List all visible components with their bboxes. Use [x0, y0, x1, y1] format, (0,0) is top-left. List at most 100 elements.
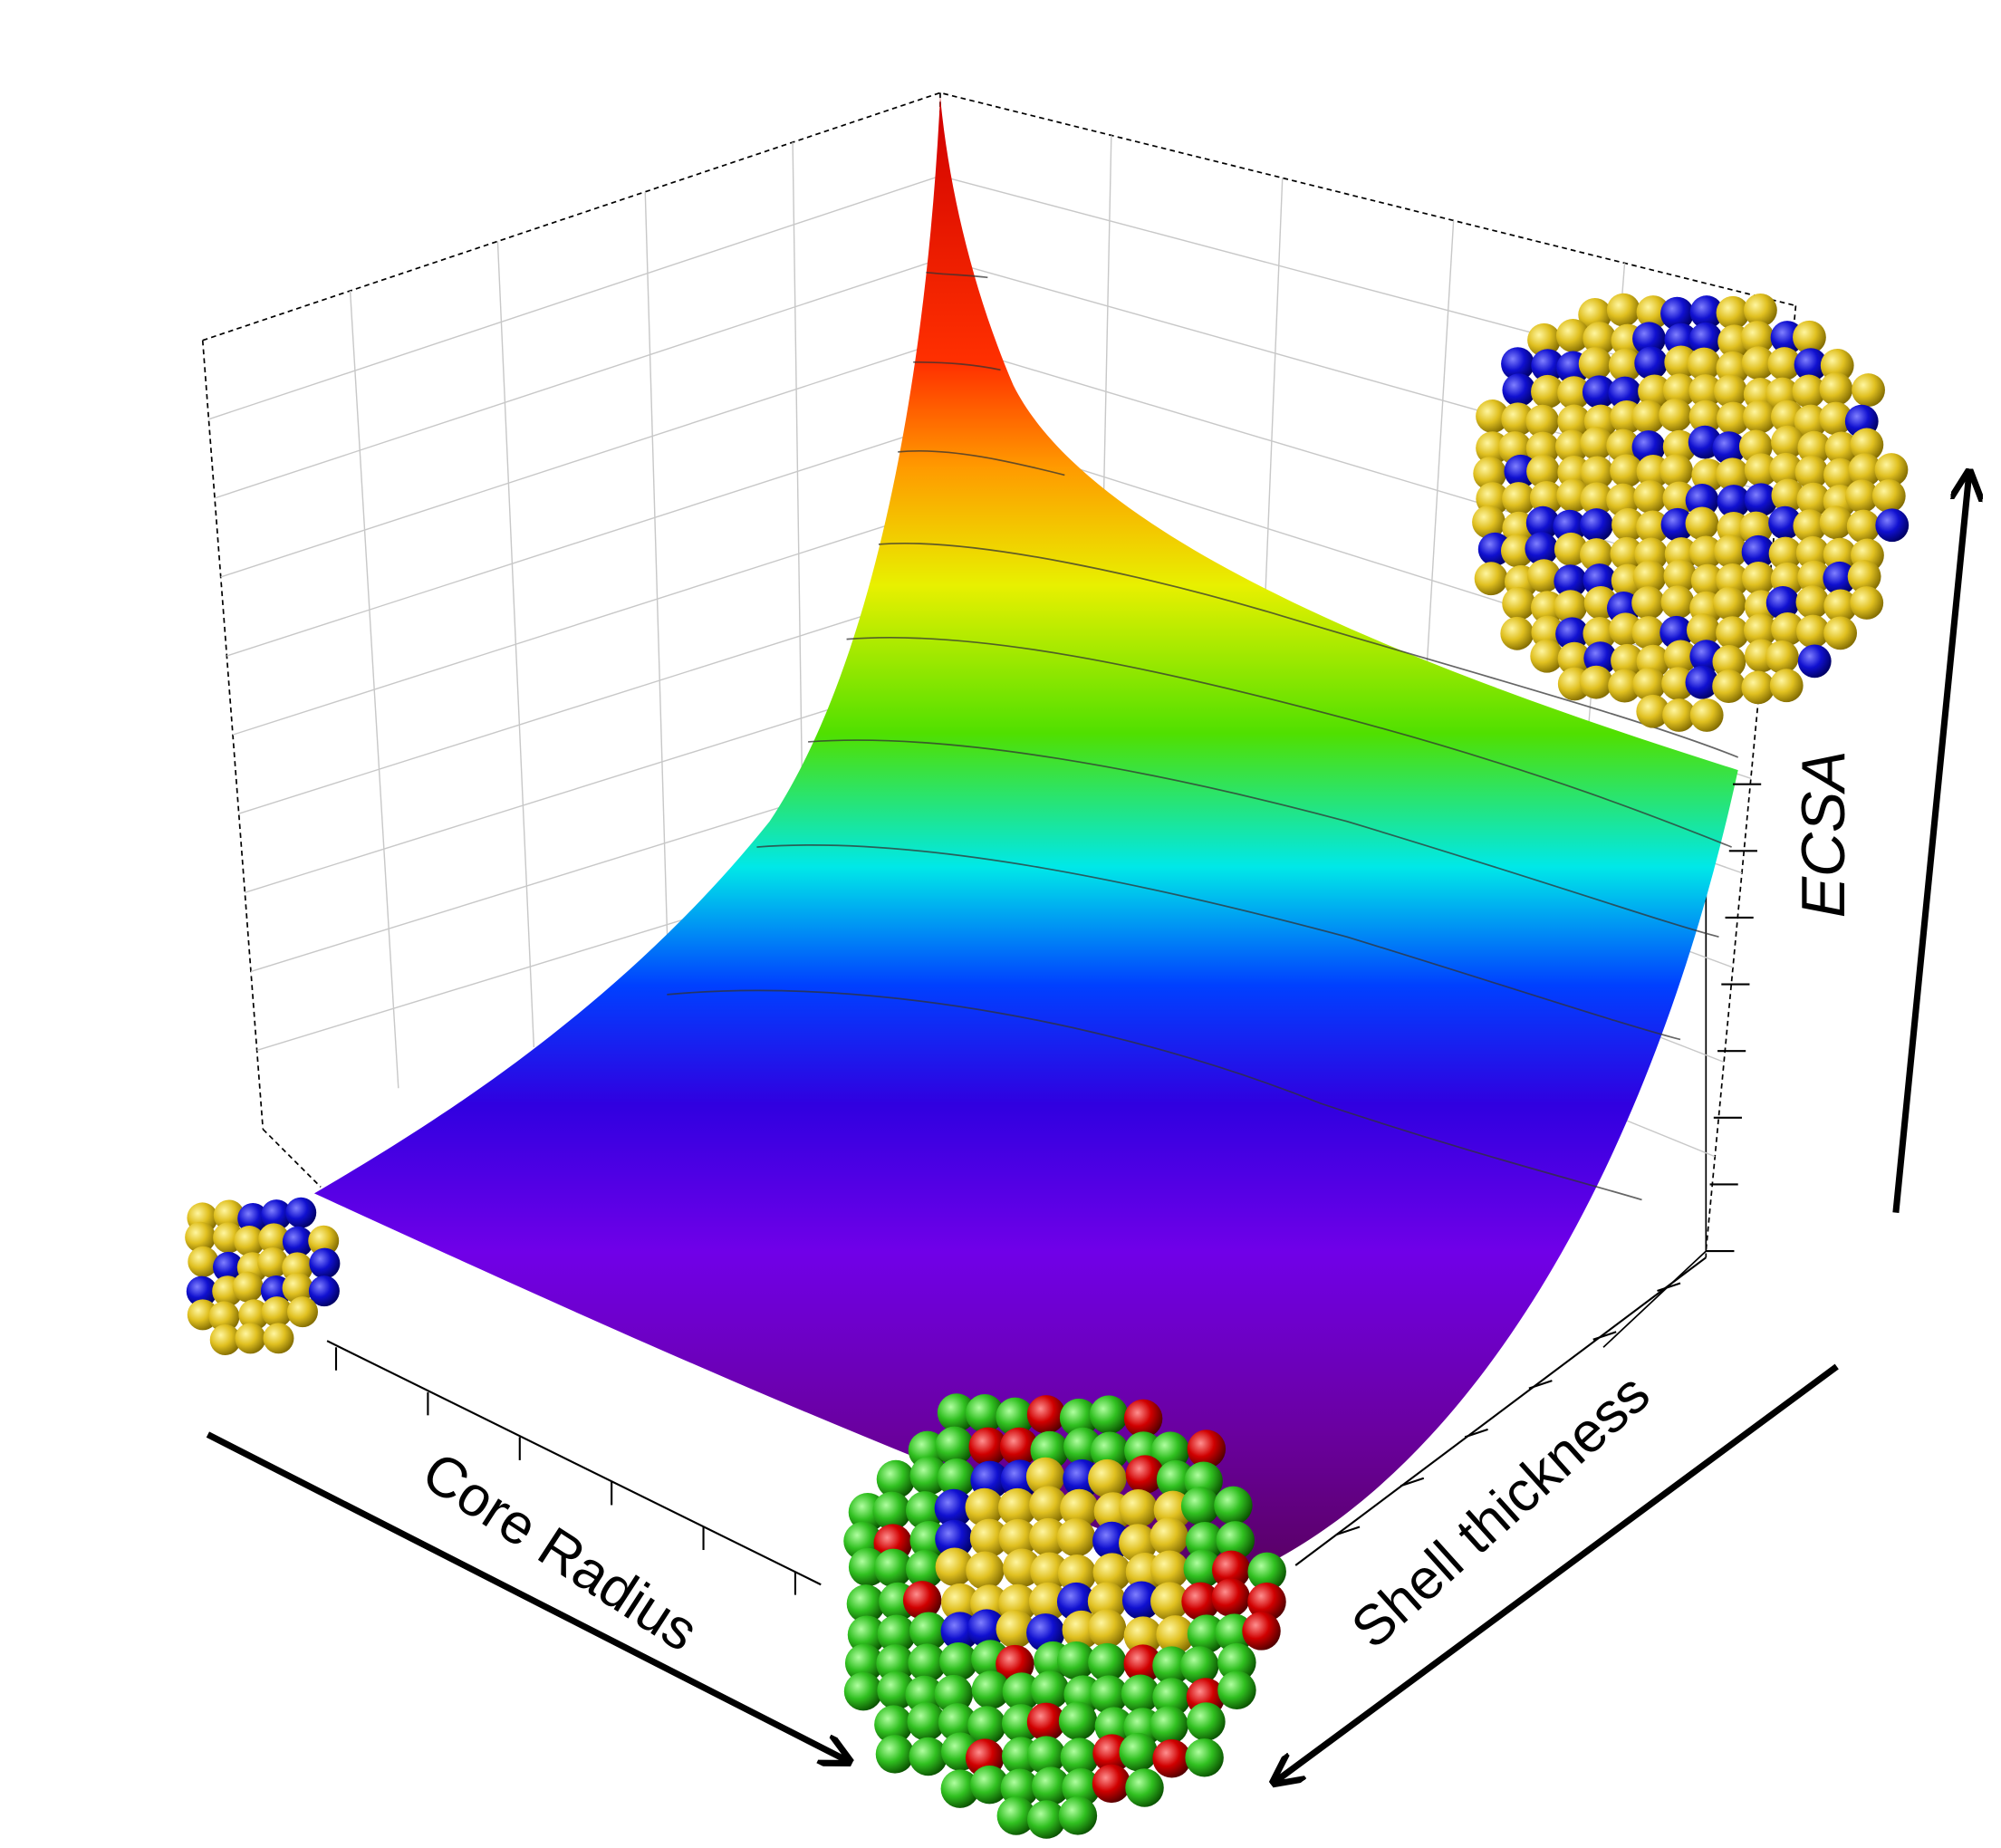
atom	[1608, 348, 1642, 382]
atom	[1744, 293, 1777, 327]
atom	[967, 1609, 1006, 1648]
atom	[1712, 645, 1746, 679]
atom	[1002, 1672, 1042, 1711]
atom	[846, 1584, 886, 1623]
atom	[847, 1615, 887, 1654]
atom	[1792, 374, 1826, 409]
atom	[1717, 485, 1751, 518]
atom	[909, 1737, 948, 1776]
atom	[1823, 616, 1858, 650]
atom	[1712, 586, 1746, 621]
tick	[1657, 1282, 1681, 1292]
atom	[1247, 1552, 1286, 1592]
atom	[1636, 510, 1669, 544]
atom	[1819, 372, 1853, 406]
atom	[1794, 456, 1829, 489]
atom	[1744, 483, 1778, 517]
atom	[872, 1491, 911, 1531]
atom	[1125, 1768, 1164, 1807]
atom	[1150, 1517, 1188, 1556]
z-axis-label: ECSA	[1789, 750, 1858, 918]
atom	[263, 1323, 294, 1354]
atom	[967, 1706, 1006, 1745]
atom	[1659, 454, 1693, 488]
grid-line	[496, 241, 535, 1047]
atom	[1531, 615, 1565, 650]
atom	[1123, 1399, 1163, 1439]
atom	[1823, 457, 1857, 492]
atom	[1632, 667, 1667, 701]
axis-ticks	[326, 783, 1762, 1595]
atom	[1631, 399, 1666, 434]
atom	[185, 1221, 216, 1253]
atom	[1663, 640, 1698, 674]
atom	[1029, 1517, 1068, 1557]
atom	[1580, 482, 1614, 516]
atom	[1474, 562, 1508, 596]
atom	[1797, 430, 1832, 465]
atom	[1796, 482, 1831, 516]
atom	[1555, 617, 1589, 651]
atom	[1608, 669, 1642, 703]
atom	[1769, 452, 1804, 486]
atom	[1847, 560, 1881, 593]
atom	[934, 1488, 974, 1528]
atom	[1180, 1487, 1220, 1526]
atom	[1795, 535, 1830, 570]
atom	[1152, 1739, 1191, 1778]
atom	[1087, 1582, 1127, 1622]
grid-line	[232, 507, 941, 736]
atom	[213, 1199, 245, 1231]
atom	[1056, 1641, 1096, 1680]
atom	[937, 1393, 976, 1432]
atom	[875, 1735, 915, 1774]
atom	[1501, 347, 1534, 381]
atom	[1211, 1578, 1251, 1617]
atom	[1662, 373, 1697, 408]
atom	[1472, 505, 1506, 539]
atom	[966, 1551, 1005, 1591]
atom	[1716, 295, 1750, 330]
atom	[1156, 1459, 1196, 1499]
atom	[1741, 534, 1775, 569]
grid-line	[245, 674, 941, 893]
atom	[1769, 669, 1804, 703]
atom	[1187, 1614, 1227, 1653]
atom	[1152, 1646, 1191, 1685]
atom	[1793, 509, 1827, 544]
atom	[907, 1702, 946, 1741]
axis-line	[326, 1340, 822, 1586]
atom	[1150, 1431, 1190, 1470]
atom	[282, 1226, 313, 1257]
atom	[941, 1583, 980, 1622]
atom	[909, 1612, 948, 1651]
atom	[1088, 1458, 1127, 1498]
grid-line	[220, 342, 941, 578]
atom	[844, 1643, 884, 1683]
atom	[1557, 641, 1592, 676]
atom	[996, 1397, 1034, 1437]
atom	[1187, 1702, 1226, 1741]
atom	[1712, 669, 1746, 703]
atom	[1525, 404, 1560, 438]
atom	[1531, 374, 1564, 409]
atom	[968, 1427, 1007, 1467]
atom	[1557, 404, 1592, 438]
atom	[1716, 616, 1749, 650]
atom	[309, 1247, 341, 1279]
atom	[1214, 1486, 1253, 1526]
atom	[1527, 322, 1561, 357]
atom	[1058, 1796, 1098, 1835]
atom	[1871, 479, 1906, 513]
atom	[971, 1670, 1011, 1709]
atom	[1500, 534, 1534, 568]
atom	[1824, 431, 1859, 466]
atom	[905, 1549, 945, 1589]
grid-line	[644, 191, 670, 1006]
atom	[934, 1674, 974, 1714]
atom	[308, 1225, 340, 1256]
atom	[1554, 429, 1589, 464]
atom	[1874, 453, 1909, 486]
atom	[1741, 346, 1775, 380]
